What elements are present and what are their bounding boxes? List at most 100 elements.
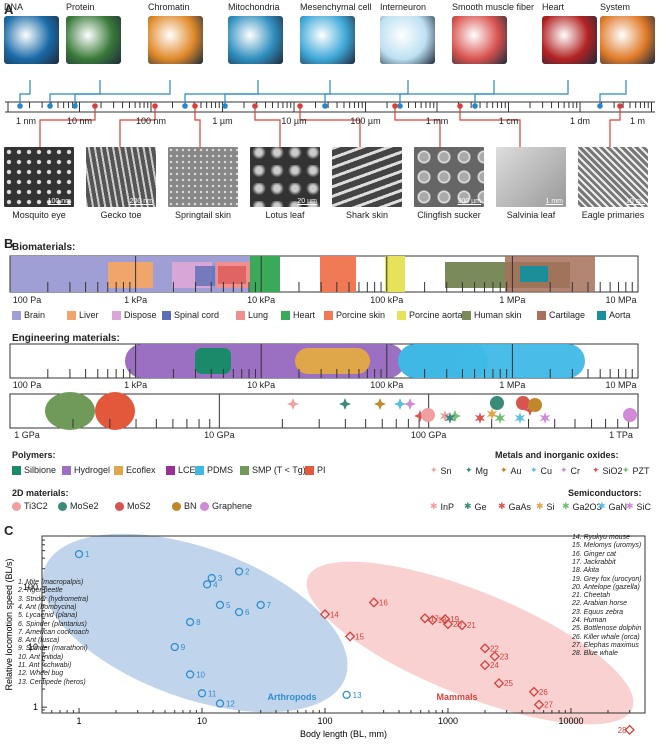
top-item-label: Chromatin: [148, 2, 190, 12]
mammal-point: [479, 643, 491, 654]
legend-label: PI: [317, 465, 326, 475]
micrograph-label: Clingfish sucker: [417, 210, 481, 220]
legend-marker: ✱: [430, 501, 438, 511]
engineering-bar-low: [9, 343, 639, 379]
legend-label: Aorta: [609, 310, 631, 320]
species-legend-entry: 11. Ant (schwabi): [18, 662, 72, 669]
legend-label: SMP (T < Tg): [252, 465, 306, 475]
legend-swatch: [236, 310, 245, 320]
legend-label: LCE: [178, 465, 196, 475]
species-legend-entry: 16. Ginger cat: [572, 550, 616, 558]
legend-item: Human skin: [462, 310, 522, 320]
range-porcine-skin: [320, 256, 356, 292]
legend-label: PDMS: [207, 465, 234, 475]
metals-title: Metals and inorganic oxides:: [495, 450, 619, 460]
arthropod-point: [170, 642, 179, 652]
legend-item: ✦ Cr: [560, 465, 580, 476]
legend-label: Sn: [440, 465, 452, 476]
panel-label-c: C: [4, 523, 14, 538]
top-item-label: Interneuron: [380, 2, 427, 12]
point-label: 13: [353, 691, 362, 700]
legend-swatch: [162, 310, 171, 320]
micrograph-label: Springtail skin: [174, 210, 232, 220]
mammal-point: [528, 686, 540, 697]
scale-tick-label: 1 mm: [425, 116, 449, 126]
species-legend-entry: 20. Antelope (gazella): [572, 583, 640, 591]
legend-label: Si: [546, 501, 555, 512]
legend-item: ✱ GaAs: [498, 501, 531, 512]
legend-label: Porcine skin: [336, 310, 386, 320]
species-legend-entry: 27. Elephas maximus: [572, 641, 639, 649]
mammal-point: [624, 724, 635, 735]
legend-item: Cartilage: [537, 310, 585, 320]
species-legend-entry: 1. Mite (macropalpis): [18, 579, 84, 586]
mammal-point: [427, 614, 438, 626]
point-label: 21: [467, 621, 476, 630]
legend-label: Lung: [248, 310, 269, 320]
arthropod-point: [74, 549, 84, 559]
x-tick-label: 10000: [558, 716, 583, 726]
legend-label: Brain: [24, 310, 46, 320]
species-legend-entry: 17. Jackrabbit: [572, 558, 616, 566]
legend-label: Mg: [475, 465, 489, 476]
micrograph-label: Gecko toe: [100, 210, 142, 220]
top-item-label: System: [600, 2, 631, 12]
semiconductors-title: Semiconductors:: [568, 488, 642, 498]
legend-label: GaAs: [508, 501, 532, 512]
material-marker: [404, 398, 416, 410]
top-item-image: [300, 16, 355, 64]
legend-swatch: [324, 310, 333, 320]
point-label: 27: [544, 701, 553, 710]
legend-marker: ✱: [598, 501, 606, 511]
legend-item: LCE: [166, 465, 196, 475]
point-label: 9: [181, 643, 186, 652]
scale-tick-label: 1 MPa: [499, 380, 526, 390]
legend-label: Spinal cord: [174, 310, 220, 320]
micrograph-label: Shark skin: [345, 210, 389, 220]
speed-length-scatter: 1 10 100 1000 10000 1 10 100 Body length (BL, mm…: [4, 533, 646, 739]
scale-tick-label: 100 kPa: [370, 295, 404, 305]
legend-label: Dispose: [124, 310, 157, 320]
legend-swatch: [537, 310, 546, 320]
legend-item: ✦ Cu: [530, 465, 552, 476]
arthropod-point: [215, 699, 225, 708]
scale-tick-label: 10 kPa: [247, 380, 276, 390]
scale-tick-label: 1 MPa: [499, 295, 526, 305]
point-label: 2: [245, 567, 250, 576]
scale-bar-label: 100 nm: [47, 198, 71, 205]
micrograph-image: 300 µm: [414, 147, 484, 207]
species-legend-entry: 18. Akita: [572, 567, 599, 575]
top-item-image: [4, 16, 59, 64]
legend-label: Heart: [293, 310, 316, 320]
point-label: 22: [490, 644, 499, 653]
point-label: 5: [226, 601, 231, 610]
micrograph-label: Salvinia leaf: [506, 210, 556, 220]
legend-item: SMP (T < Tg): [240, 465, 306, 475]
legend-swatch: [12, 501, 21, 511]
material-marker: [439, 410, 451, 422]
x-tick-label: 10: [197, 716, 207, 726]
material-marker: [449, 410, 461, 422]
legend-item: MoS2: [115, 501, 151, 511]
arthropod-point: [202, 580, 212, 589]
legend-swatch: [12, 310, 21, 320]
species-legend-entry: 10. Ant (nitida): [18, 653, 64, 661]
scale-tick-label: 10 GPa: [204, 430, 235, 440]
arthropod-point: [207, 573, 216, 583]
range-porcine-aorta: [385, 256, 405, 292]
legend-swatch: [166, 465, 175, 475]
legend-item: Heart: [281, 310, 315, 320]
species-legend-entry: 9. Spinder (marathoni): [18, 645, 88, 653]
legend-item: Aorta: [597, 310, 631, 320]
legend-label: Ecoflex: [126, 465, 156, 475]
legend-label: InP: [440, 501, 455, 512]
legend-item: Silbione: [12, 465, 56, 475]
legend-item: ✱ Ge: [464, 501, 487, 512]
legend-marker: ✦: [430, 465, 438, 475]
species-legend-entry: 25. Bottlenose dolphin: [572, 625, 642, 633]
x-tick-label: 1000: [438, 716, 458, 726]
range-heart: [250, 256, 280, 292]
species-legend-entry: 6. Spinder (plantarius): [18, 620, 87, 628]
point-label: 11: [208, 689, 217, 698]
range-smp: [45, 392, 95, 430]
